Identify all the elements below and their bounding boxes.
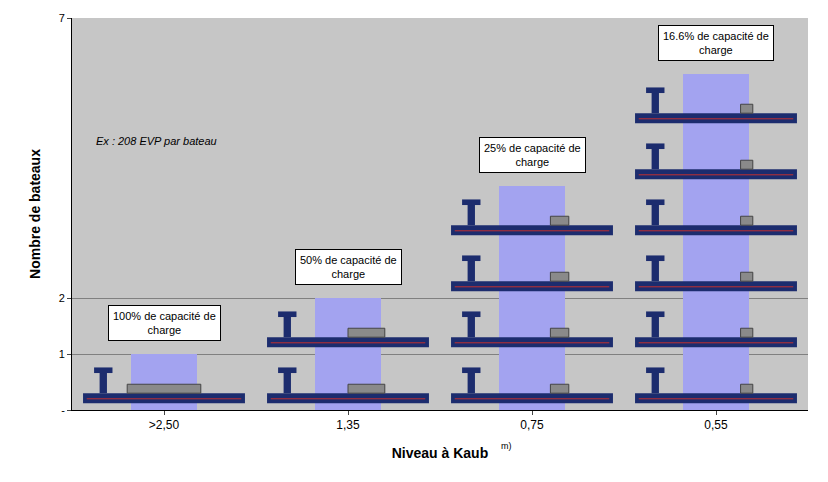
svg-text:100% de capacité decharge: 100% de capacité decharge	[113, 310, 216, 336]
svg-text:-: -	[61, 404, 65, 416]
svg-text:Ex : 208 EVP par bateau: Ex : 208 EVP par bateau	[96, 135, 217, 147]
svg-text:0,75: 0,75	[520, 418, 544, 432]
svg-text:2: 2	[59, 292, 65, 304]
svg-text:>2,50: >2,50	[149, 418, 180, 432]
svg-text:25% de capacité decharge: 25% de capacité decharge	[484, 142, 581, 168]
svg-text:1,35: 1,35	[336, 418, 360, 432]
svg-text:Nombre de bateaux: Nombre de bateaux	[27, 149, 43, 279]
svg-text:0,55: 0,55	[704, 418, 728, 432]
svg-text:50% de capacité decharge: 50% de capacité decharge	[300, 254, 397, 280]
svg-text:16.6% de capacité decharge: 16.6% de capacité decharge	[663, 30, 769, 56]
svg-text:m): m)	[501, 441, 512, 451]
svg-text:1: 1	[59, 348, 65, 360]
svg-text:7: 7	[59, 12, 65, 24]
svg-text:Niveau à Kaub: Niveau à Kaub	[392, 445, 488, 461]
